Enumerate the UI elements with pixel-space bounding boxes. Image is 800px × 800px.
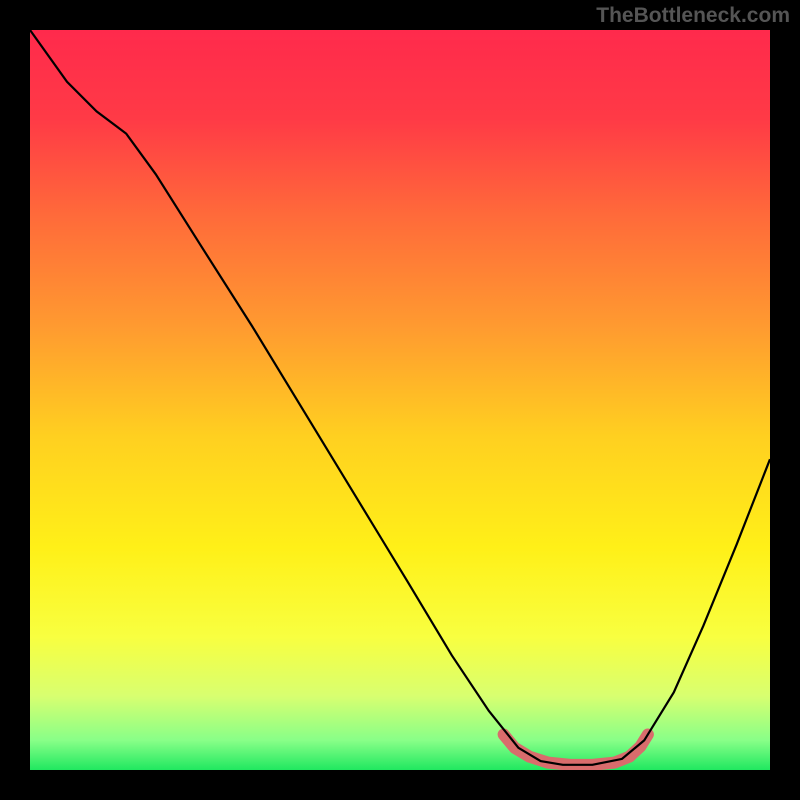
chart-curves	[30, 30, 770, 770]
highlight-segment	[504, 734, 648, 764]
bottleneck-curve	[30, 30, 770, 765]
chart-plot-area	[30, 30, 770, 770]
watermark-text: TheBottleneck.com	[596, 4, 790, 28]
